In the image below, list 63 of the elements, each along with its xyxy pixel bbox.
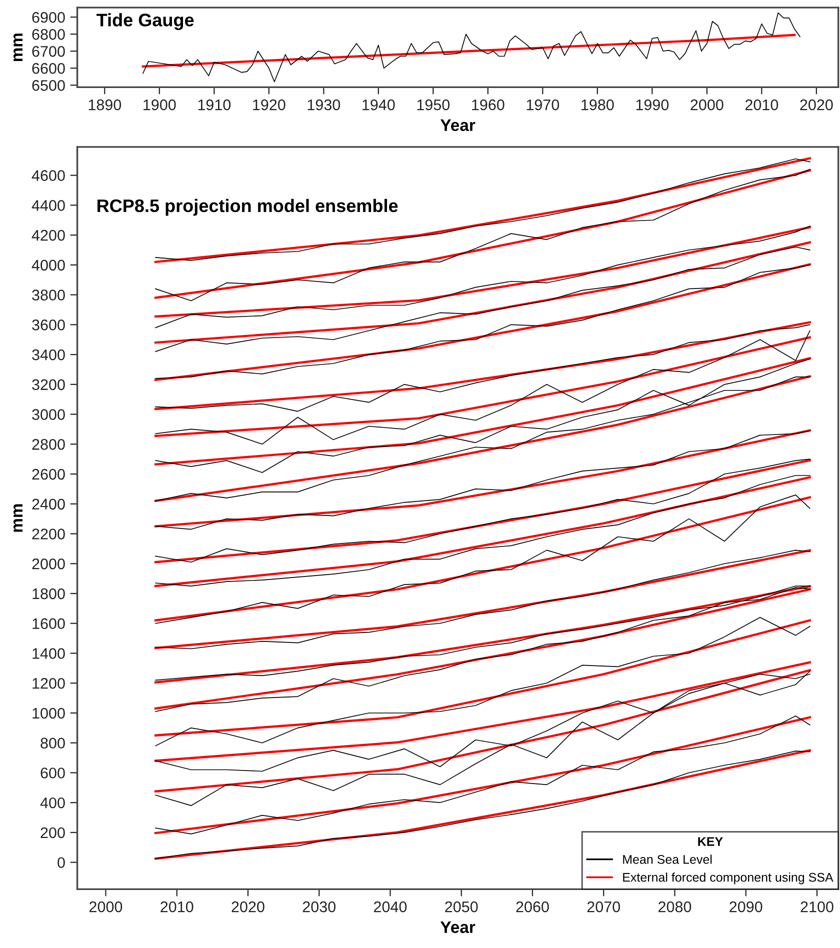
y-tick-label: 3800 [32,290,65,300]
x-tick-label: 2000 [90,901,122,912]
y-axis-title: mm [14,34,22,62]
x-tick-label: 2000 [690,99,724,110]
y-tick-label: 200 [40,827,65,838]
x-tick-label: 2020 [800,99,833,110]
x-tick-label: 1970 [526,99,560,110]
y-tick-label: 3200 [32,379,65,390]
x-tick-label: 2040 [374,901,407,912]
x-tick-label: 1900 [144,99,176,110]
x-tick-label: 2100 [800,901,834,912]
y-tick-label: 4600 [32,170,65,182]
text: RCP8.5 projection model ensemble [98,198,398,216]
x-tick-label: 1950 [417,99,450,110]
x-tick-label: 1910 [198,99,231,110]
y-tick-label: 1200 [32,678,65,689]
y-tick-label: 1800 [32,588,65,600]
legend-label: External forced component using SSA [623,872,834,884]
x-tick-label: 1930 [308,99,340,110]
legend-title: KEY [698,837,723,846]
y-tick-label: 4000 [32,260,65,271]
x-tick-label: 2010 [160,901,194,912]
y-tick-label: 4200 [32,230,65,241]
x-axis-title: Year [440,921,476,934]
y-tick-label: 2600 [32,468,65,480]
y-axis-title: mm [14,504,22,532]
x-tick-label: 2050 [445,901,478,912]
y-tick-label: 2800 [32,439,65,450]
y-tick-label: 6800 [32,28,65,40]
y-tick-label: 6700 [32,46,65,57]
x-tick-label: 1920 [253,99,286,110]
y-tick-label: 600 [40,768,65,778]
chart-title: Tide Gauge [96,13,194,30]
y-tick-label: 3600 [32,320,65,330]
y-tick-label: 6600 [32,63,65,74]
x-tick-label: 2020 [232,901,264,912]
legend-label: Mean Sea Level [623,854,712,864]
y-tick-label: 4400 [32,200,65,211]
x-tick-label: 2010 [745,99,778,110]
x-tick-label: 2070 [587,901,620,912]
y-tick-label: 400 [40,797,65,808]
y-tick-label: 3000 [32,409,65,420]
y-tick-label: 800 [40,738,65,749]
x-tick-label: 1990 [636,99,669,110]
x-tick-label: 2060 [516,901,549,912]
x-tick-label: 2030 [302,901,336,912]
y-tick-label: 2400 [32,498,65,510]
x-tick-label: 1940 [362,99,395,110]
y-tick-label: 2000 [32,558,65,570]
x-tick-label: 2080 [658,901,692,912]
x-tick-label: 1980 [582,99,614,110]
y-tick-label: 1000 [32,708,65,719]
x-tick-label: 2090 [730,901,762,912]
x-axis-title: Year [440,119,476,132]
x-tick-label: 1960 [472,99,504,110]
y-tick-label: 6500 [32,80,65,91]
y-tick-label: 0 [58,857,65,868]
y-tick-label: 1600 [32,618,65,630]
y-tick-label: 6900 [32,12,65,23]
x-tick-label: 1890 [88,99,122,110]
y-tick-label: 3400 [32,349,65,360]
y-tick-label: 1400 [32,648,65,659]
y-tick-label: 2200 [32,528,65,540]
